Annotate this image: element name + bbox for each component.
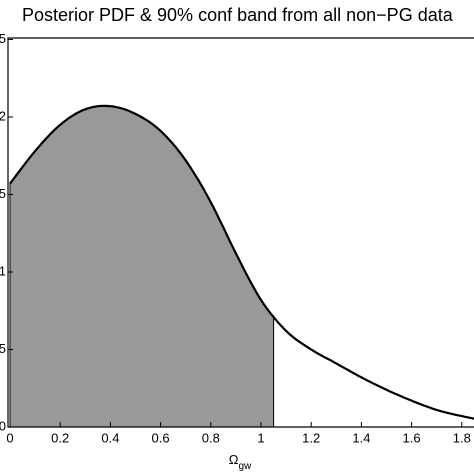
x-axis-label-main: Ω <box>229 452 239 467</box>
x-tick-label: 0.8 <box>202 430 220 445</box>
x-axis-label: Ωgw <box>229 452 252 471</box>
y-tick-label: 1.5 <box>0 186 6 201</box>
confidence-band <box>9 105 275 427</box>
x-tick-label: 1.4 <box>352 430 370 445</box>
axes-frame <box>7 37 474 428</box>
y-tick-label: 2.5 <box>0 31 6 46</box>
x-tick-label: 1.8 <box>453 430 471 445</box>
y-tick-label: 0 <box>0 418 6 433</box>
chart-title: Posterior PDF & 90% conf band from all n… <box>22 5 454 25</box>
x-tick-label: 1 <box>257 430 264 445</box>
x-tick-label: 0.4 <box>101 430 119 445</box>
pdf-line <box>9 104 474 420</box>
x-tick-label: 0 <box>6 430 13 445</box>
x-axis-label-sub: gw <box>238 461 252 472</box>
y-tick-label: 0.5 <box>0 341 6 356</box>
y-tick-label: 1 <box>0 263 6 278</box>
x-tick-label: 1.2 <box>302 430 320 445</box>
x-tick-label: 0.6 <box>152 430 170 445</box>
x-tick-label: 0.2 <box>51 430 69 445</box>
y-tick-label: 2 <box>0 108 6 123</box>
x-tick-label: 1.6 <box>403 430 421 445</box>
